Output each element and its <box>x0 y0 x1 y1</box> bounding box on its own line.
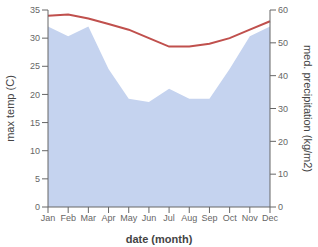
svg-text:5: 5 <box>35 174 40 184</box>
svg-text:Jun: Jun <box>142 213 157 223</box>
svg-text:Feb: Feb <box>60 213 76 223</box>
svg-text:0: 0 <box>278 202 283 212</box>
svg-text:15: 15 <box>30 118 40 128</box>
svg-text:Sep: Sep <box>201 213 217 223</box>
svg-text:max temp (C): max temp (C) <box>8 75 16 142</box>
svg-text:20: 20 <box>278 137 288 147</box>
svg-text:med. precipitation (kg/m2): med. precipitation (kg/m2) <box>302 45 310 172</box>
svg-text:Dec: Dec <box>262 213 279 223</box>
svg-text:35: 35 <box>30 5 40 15</box>
svg-text:May: May <box>120 213 138 223</box>
svg-text:10: 10 <box>278 169 288 179</box>
svg-text:60: 60 <box>278 5 288 15</box>
svg-text:20: 20 <box>30 90 40 100</box>
svg-text:30: 30 <box>278 104 288 114</box>
svg-text:40: 40 <box>278 71 288 81</box>
svg-text:date (month): date (month) <box>126 233 193 245</box>
svg-text:Mar: Mar <box>81 213 97 223</box>
svg-text:Nov: Nov <box>242 213 259 223</box>
svg-text:Jan: Jan <box>41 213 56 223</box>
svg-text:Oct: Oct <box>223 213 238 223</box>
svg-text:50: 50 <box>278 38 288 48</box>
svg-text:Apr: Apr <box>102 213 116 223</box>
svg-text:10: 10 <box>30 146 40 156</box>
svg-text:30: 30 <box>30 33 40 43</box>
svg-text:0: 0 <box>35 202 40 212</box>
svg-text:Aug: Aug <box>181 213 197 223</box>
svg-text:Jul: Jul <box>163 213 175 223</box>
svg-text:25: 25 <box>30 61 40 71</box>
